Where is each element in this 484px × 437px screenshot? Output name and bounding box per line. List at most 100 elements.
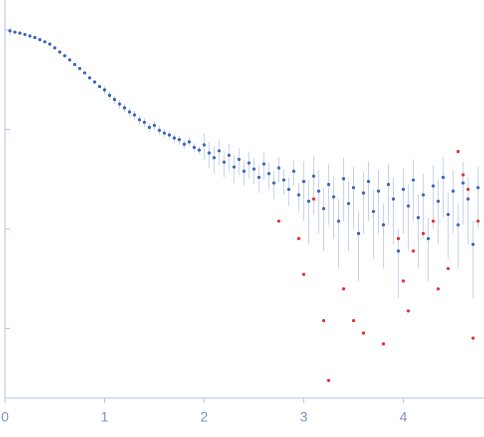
data-point (297, 193, 301, 197)
data-point (302, 179, 306, 184)
data-point (177, 138, 181, 142)
data-point (307, 199, 311, 203)
data-point (88, 76, 92, 80)
data-point (466, 187, 470, 191)
data-point (436, 199, 440, 203)
data-point (38, 37, 42, 42)
data-point (317, 189, 321, 193)
data-point (312, 197, 316, 201)
x-tick-label: 1 (101, 409, 109, 425)
data-point (476, 219, 480, 223)
data-point (421, 231, 425, 236)
data-point (107, 93, 112, 97)
data-point (341, 287, 346, 291)
data-point (406, 204, 410, 208)
data-point (127, 110, 132, 114)
data-point (212, 156, 216, 160)
data-point (441, 175, 445, 179)
data-point (142, 120, 147, 124)
data-point (172, 136, 176, 140)
data-point (262, 162, 266, 166)
data-point (431, 184, 435, 188)
data-point (207, 151, 211, 155)
data-point (182, 142, 186, 146)
data-point (332, 195, 336, 199)
data-point (471, 242, 475, 246)
data-point (366, 179, 371, 184)
data-point (43, 40, 47, 44)
data-point (456, 223, 460, 227)
data-point (446, 212, 450, 217)
data-point (351, 186, 356, 190)
data-point (356, 231, 361, 236)
data-point (411, 249, 415, 253)
data-point (137, 118, 142, 122)
data-point (272, 181, 276, 185)
data-point (461, 173, 465, 177)
data-point (152, 123, 156, 127)
data-point (406, 309, 410, 313)
x-tick-label: 4 (399, 409, 407, 425)
x-tick-label: 2 (200, 409, 208, 425)
data-point (157, 128, 161, 132)
data-point (102, 88, 107, 92)
data-point (322, 318, 326, 323)
data-point (322, 207, 326, 211)
data-point (18, 31, 22, 35)
data-point (297, 236, 301, 241)
data-point (401, 279, 405, 283)
data-point (361, 191, 366, 195)
data-point (391, 197, 395, 201)
data-point (421, 193, 425, 197)
data-point (8, 29, 12, 33)
data-point (282, 178, 286, 182)
data-point (23, 32, 27, 37)
data-point (162, 131, 166, 135)
data-point (117, 102, 122, 106)
data-point (456, 149, 460, 154)
data-point (371, 209, 376, 214)
data-point (93, 80, 97, 84)
data-point (68, 58, 72, 62)
data-point (346, 201, 351, 206)
data-point (267, 172, 271, 176)
data-point (58, 50, 62, 54)
data-point (167, 133, 171, 137)
data-point (471, 336, 475, 340)
data-point (257, 175, 261, 179)
data-point (401, 187, 405, 191)
data-point (237, 157, 241, 162)
data-point (112, 97, 117, 102)
data-point (28, 34, 32, 38)
data-point (386, 182, 390, 187)
data-point (33, 35, 37, 40)
data-point (381, 223, 386, 227)
data-point (63, 54, 67, 58)
data-point (13, 30, 17, 34)
data-point (376, 189, 381, 193)
data-point (122, 106, 127, 110)
data-point (132, 113, 137, 117)
data-point (147, 125, 151, 129)
data-point (227, 153, 231, 157)
data-point (431, 219, 435, 223)
data-point (416, 216, 420, 220)
data-point (476, 186, 480, 190)
data-point (83, 71, 87, 75)
data-point (396, 249, 400, 253)
data-point (436, 287, 440, 291)
data-point (202, 143, 206, 147)
data-point (277, 166, 281, 170)
data-point (287, 187, 291, 191)
data-point (426, 236, 430, 241)
data-point (361, 331, 366, 335)
data-point (396, 236, 400, 241)
data-point (197, 148, 201, 152)
data-point (78, 66, 82, 71)
data-point (381, 342, 386, 346)
data-point (217, 149, 221, 153)
data-point (302, 272, 306, 276)
data-point (327, 378, 331, 383)
data-point (411, 178, 415, 182)
